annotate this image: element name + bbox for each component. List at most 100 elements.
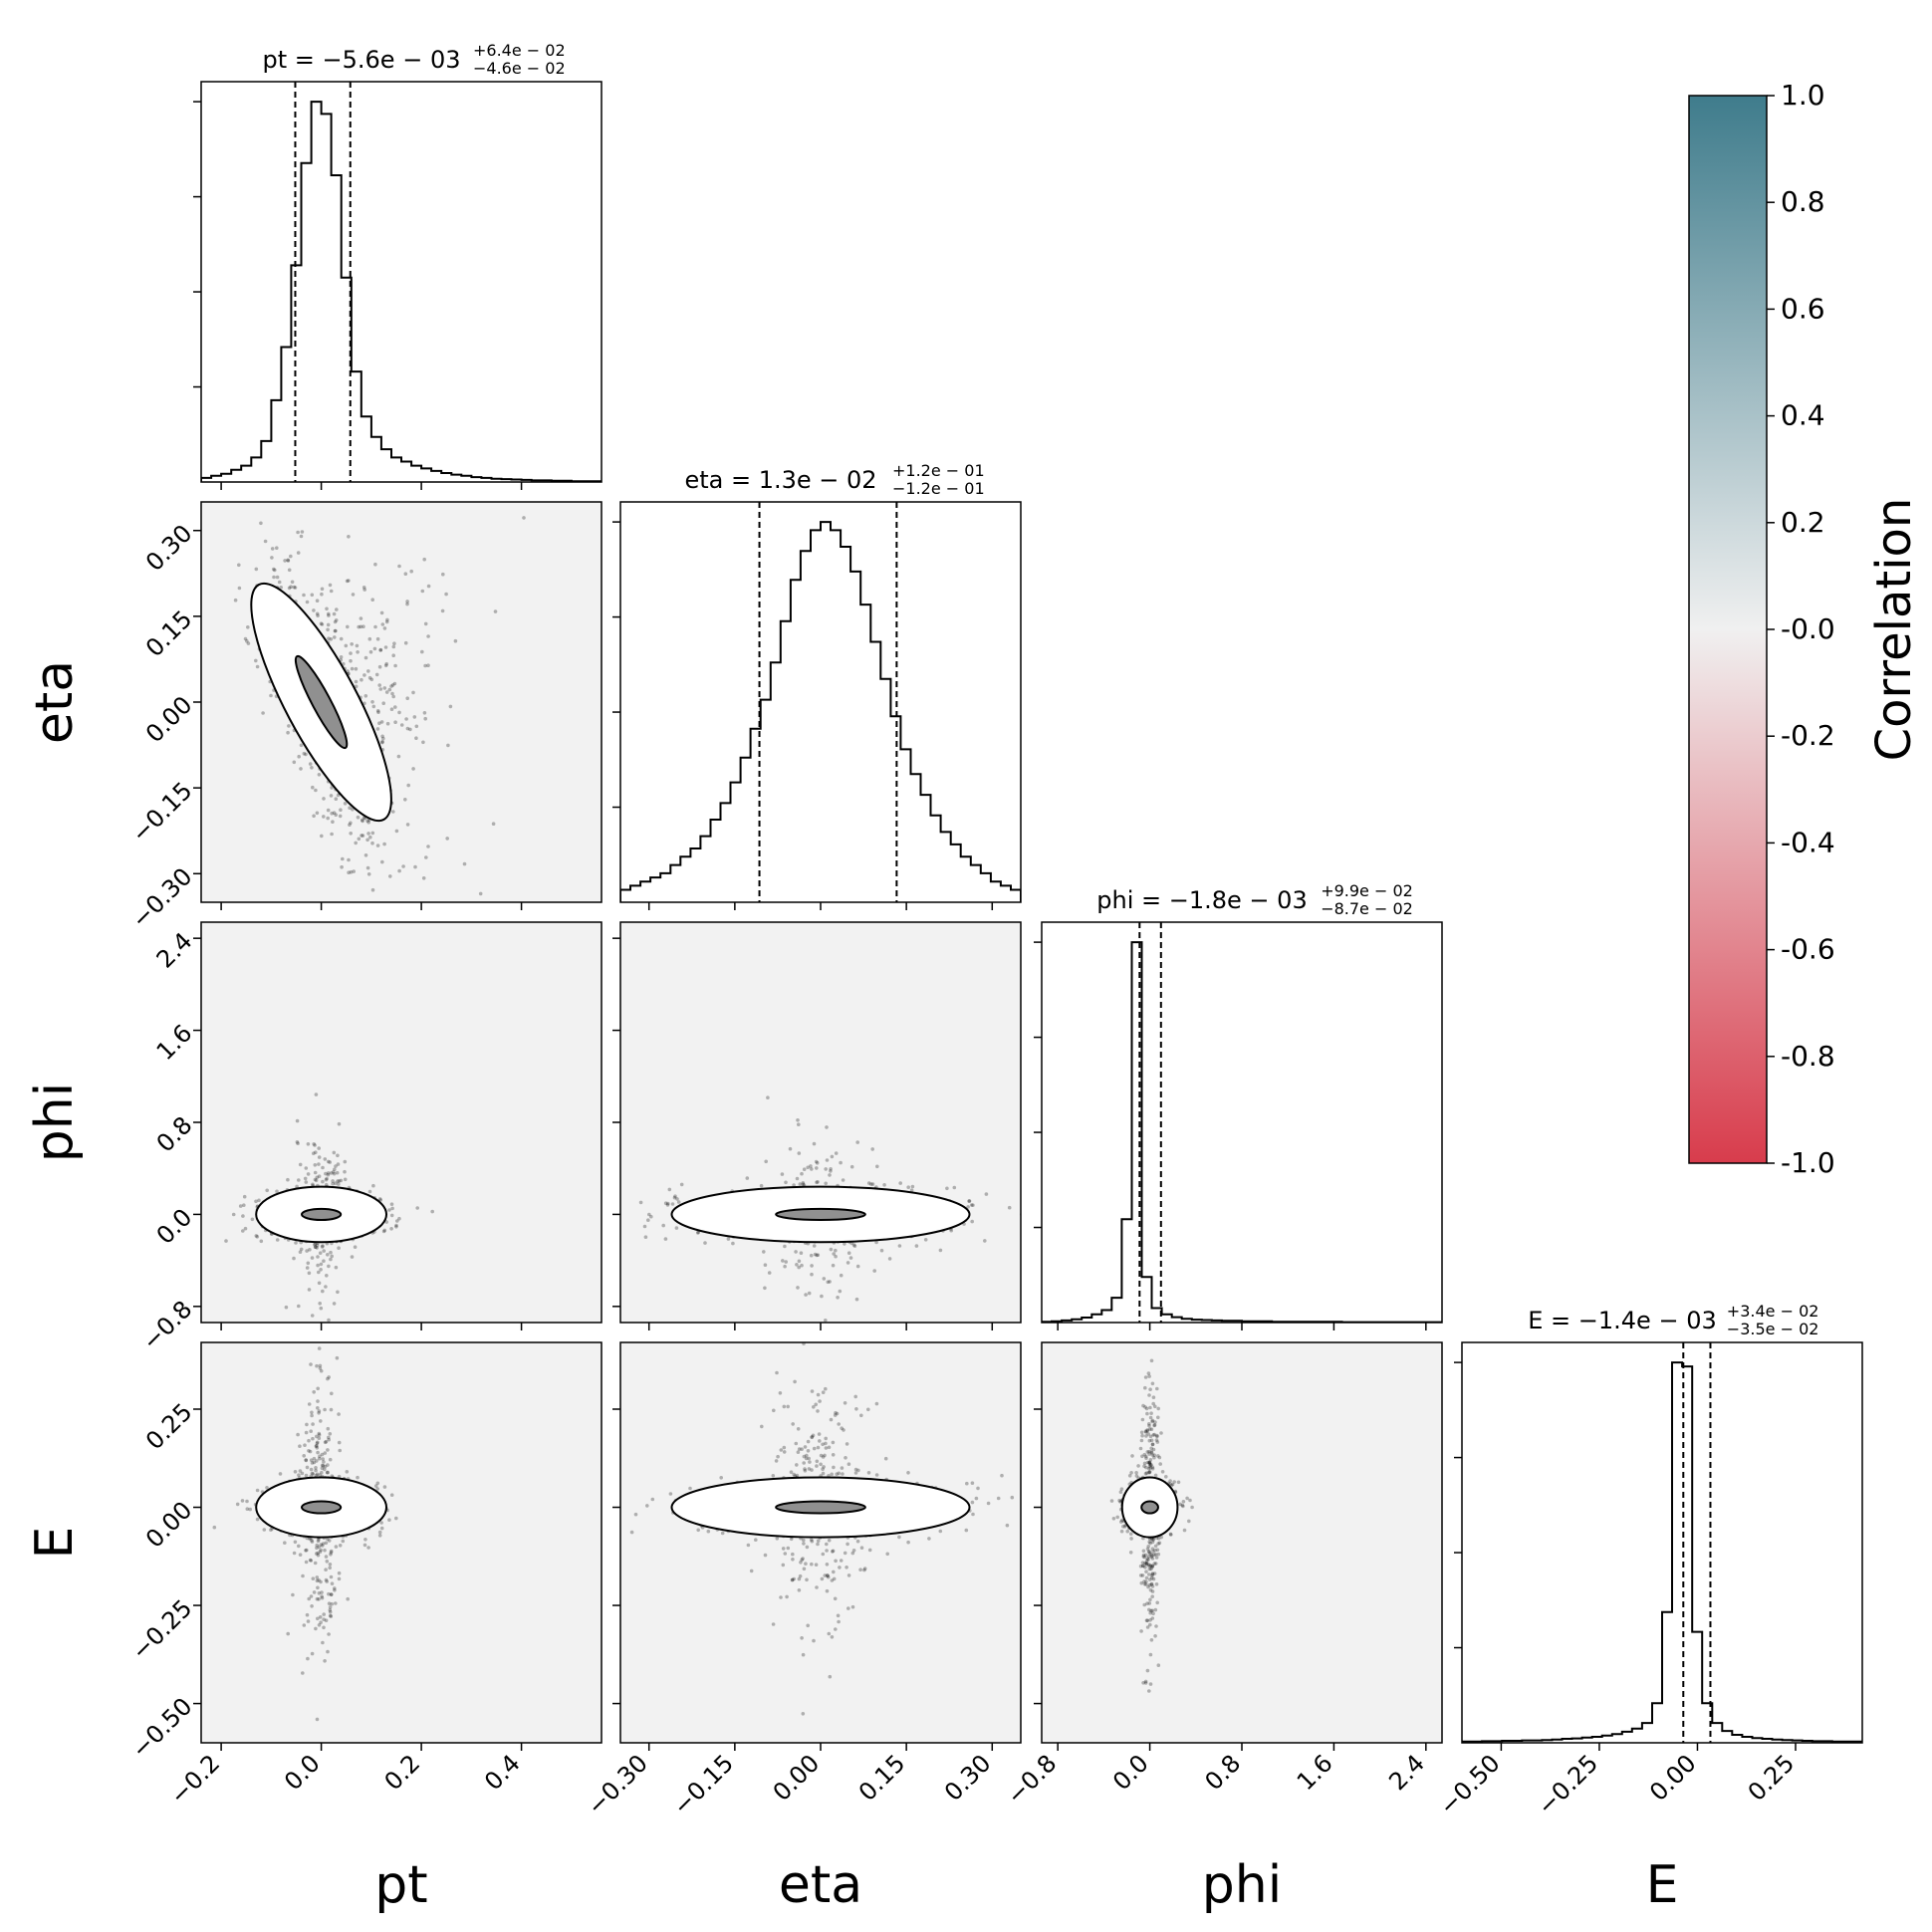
scatter-point [815, 1253, 819, 1258]
scatter-point [1147, 1607, 1151, 1612]
scatter-point [255, 1517, 260, 1522]
scatter-point [822, 1277, 827, 1281]
ytick-label-eta: −0.15 [126, 777, 198, 848]
scatter-point [314, 788, 318, 793]
scatter-point [673, 1194, 677, 1198]
scatter-point [306, 1172, 311, 1176]
scatter-point [849, 1164, 854, 1169]
scatter-point [797, 1265, 801, 1270]
scatter-point [430, 1209, 435, 1214]
scatter-point [421, 740, 425, 745]
scatter-point [318, 1366, 323, 1370]
scatter-point [233, 598, 238, 603]
scatter-point [327, 1318, 331, 1323]
scatter-point [296, 551, 301, 555]
scatter-point [815, 1161, 820, 1165]
scatter-point [363, 694, 368, 698]
scatter-point [316, 1440, 320, 1445]
scatter-point [399, 723, 404, 727]
scatter-point [314, 1150, 318, 1154]
scatter-point [304, 752, 308, 757]
scatter-point [897, 1535, 901, 1540]
scatter-point [820, 1294, 824, 1299]
scatter-point [806, 1449, 811, 1453]
scatter-point [791, 1558, 795, 1562]
scatter-point [1149, 1463, 1153, 1467]
scatter-point [334, 1545, 339, 1549]
scatter-point [329, 1574, 334, 1579]
scatter-point [259, 521, 263, 526]
scatter-point [821, 1552, 826, 1557]
scatter-point [304, 1180, 309, 1184]
scatter-point [303, 1176, 308, 1181]
scatter-point [395, 1219, 399, 1223]
scatter-point [310, 766, 314, 770]
scatter-point [803, 1467, 807, 1471]
scatter-point [317, 1456, 322, 1461]
scatter-point [983, 1239, 987, 1243]
scatter-point [319, 1620, 323, 1624]
scatter-point [323, 1451, 328, 1455]
scatter-point [363, 853, 368, 857]
scatter-point [665, 1203, 670, 1207]
ytick-label-eta: −0.30 [126, 862, 198, 934]
scatter-point [328, 1160, 333, 1164]
scatter-point [345, 579, 350, 584]
scatter-point [350, 1255, 355, 1259]
scatter-point [938, 1529, 943, 1534]
scatter-point [790, 1577, 795, 1582]
scatter-point [794, 1441, 799, 1446]
scatter-point [809, 1253, 814, 1258]
scatter-point [317, 1436, 322, 1440]
scatter-points [615, 1095, 1021, 1323]
scatter-point [322, 1259, 326, 1263]
scatter-point [311, 1472, 316, 1476]
scatter-point [361, 834, 365, 838]
scatter-point [377, 721, 381, 725]
scatter-point [446, 743, 450, 748]
scatter-point [850, 1604, 855, 1609]
scatter-point [661, 1223, 665, 1228]
scatter-point [909, 1188, 914, 1192]
scatter-point [324, 1439, 329, 1444]
scatter-point [810, 1389, 815, 1393]
scatter-point [377, 683, 382, 687]
scatter-point [331, 1170, 336, 1174]
scatter-point [315, 1444, 319, 1448]
scatter-point [279, 586, 284, 590]
scatter-point [491, 822, 496, 826]
scatter-point [800, 1636, 804, 1640]
scatter-point [615, 1192, 619, 1196]
scatter-point [405, 602, 409, 606]
scatter-point [384, 690, 389, 694]
scatter-point [379, 610, 384, 615]
scatter-point [478, 891, 483, 896]
scatter-point [633, 1512, 638, 1517]
scatter-point [311, 1422, 315, 1426]
scatter-point [325, 1470, 330, 1475]
scatter-point [879, 1248, 884, 1253]
scatter-point [1151, 1433, 1155, 1437]
scatter-point [238, 1204, 243, 1208]
scatter-point [315, 1717, 320, 1722]
scatter-point [312, 814, 316, 819]
scatter-point [317, 1431, 322, 1436]
scatter-point [336, 1153, 340, 1158]
scatter-point [318, 1473, 322, 1477]
scatter-point [812, 1446, 817, 1451]
scatter-point [310, 1604, 314, 1608]
scatter-point [265, 1188, 270, 1193]
histogram-phi [1042, 941, 1442, 1323]
scatter-point [795, 1473, 800, 1478]
contour-inner [294, 654, 349, 750]
scatter-point [324, 1541, 329, 1546]
scatter-point [311, 1576, 316, 1580]
scatter-point [720, 1531, 725, 1536]
scatter-point [801, 1557, 805, 1561]
scatter-point [321, 1542, 326, 1546]
scatter-point [293, 586, 298, 590]
scatter-point [312, 608, 316, 612]
scatter-point [363, 1538, 367, 1542]
scatter-point [368, 835, 372, 840]
scatter-point [327, 1591, 331, 1596]
